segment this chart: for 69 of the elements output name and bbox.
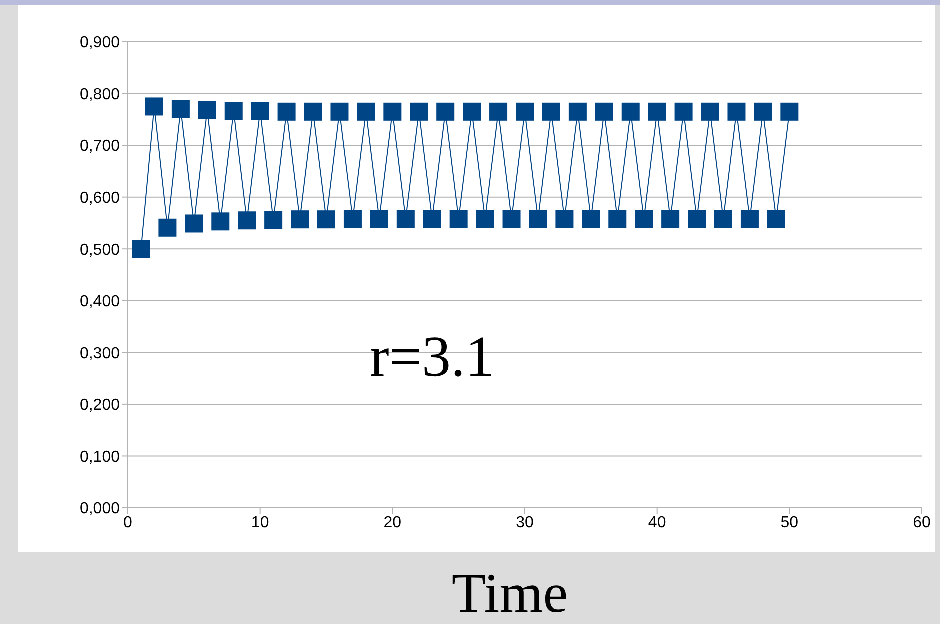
point [662, 210, 680, 228]
point [278, 102, 296, 121]
point [238, 212, 256, 230]
point [688, 210, 706, 228]
point [330, 102, 349, 121]
point [542, 102, 560, 121]
point [622, 102, 640, 121]
y-tick-label: 0,800 [80, 86, 120, 104]
y-tick-label: 0,900 [80, 34, 120, 52]
point [529, 210, 548, 228]
point [318, 210, 336, 229]
point [396, 210, 415, 228]
point [568, 102, 587, 121]
point [635, 210, 654, 228]
y-tick-label: 0,200 [80, 397, 120, 414]
point [754, 102, 772, 121]
point [145, 98, 164, 116]
point [740, 210, 759, 228]
point [582, 210, 600, 228]
point [476, 210, 494, 228]
point [251, 102, 270, 120]
point [423, 210, 442, 228]
point [344, 210, 362, 228]
y-tick-label: 0,300 [80, 345, 120, 362]
point [728, 102, 746, 121]
point [780, 102, 799, 121]
y-tick-label: 0,100 [80, 448, 120, 466]
point [410, 102, 428, 121]
point [648, 102, 666, 121]
y-tick-label: 0,600 [80, 190, 120, 208]
point [436, 102, 455, 121]
point [595, 102, 614, 121]
x-tick-label: 0 [124, 514, 133, 532]
x-tick-label: 60 [913, 514, 931, 532]
point [212, 212, 230, 231]
point [556, 210, 574, 228]
point [701, 102, 720, 121]
annotation: r=3.1 [370, 323, 495, 390]
point [224, 102, 243, 120]
point [132, 240, 150, 258]
x-tick-label: 40 [648, 514, 666, 532]
y-tick-label: 0,700 [80, 138, 120, 156]
point [516, 102, 534, 121]
point [384, 102, 402, 121]
x-tick-label: 20 [384, 514, 402, 532]
point [450, 210, 468, 228]
point [291, 210, 310, 229]
point [198, 101, 216, 120]
point [463, 102, 482, 121]
y-tick-label: 0,500 [80, 242, 120, 259]
y-tick-label: 0,400 [80, 294, 120, 311]
x-tick-label: 50 [780, 514, 799, 532]
x-axis-title: Time [450, 562, 570, 624]
point [714, 210, 732, 228]
point [185, 214, 204, 233]
y-tick-label: 0,000 [80, 500, 120, 518]
point [357, 102, 376, 121]
x-tick-label: 10 [251, 514, 270, 532]
point [608, 210, 627, 228]
point [304, 102, 322, 121]
point [370, 210, 388, 228]
x-tick-label: 30 [516, 514, 534, 532]
point [767, 210, 786, 228]
point [490, 102, 508, 121]
point [172, 100, 190, 118]
point [264, 211, 283, 230]
point [158, 218, 177, 237]
point [674, 102, 693, 121]
point [502, 210, 521, 228]
